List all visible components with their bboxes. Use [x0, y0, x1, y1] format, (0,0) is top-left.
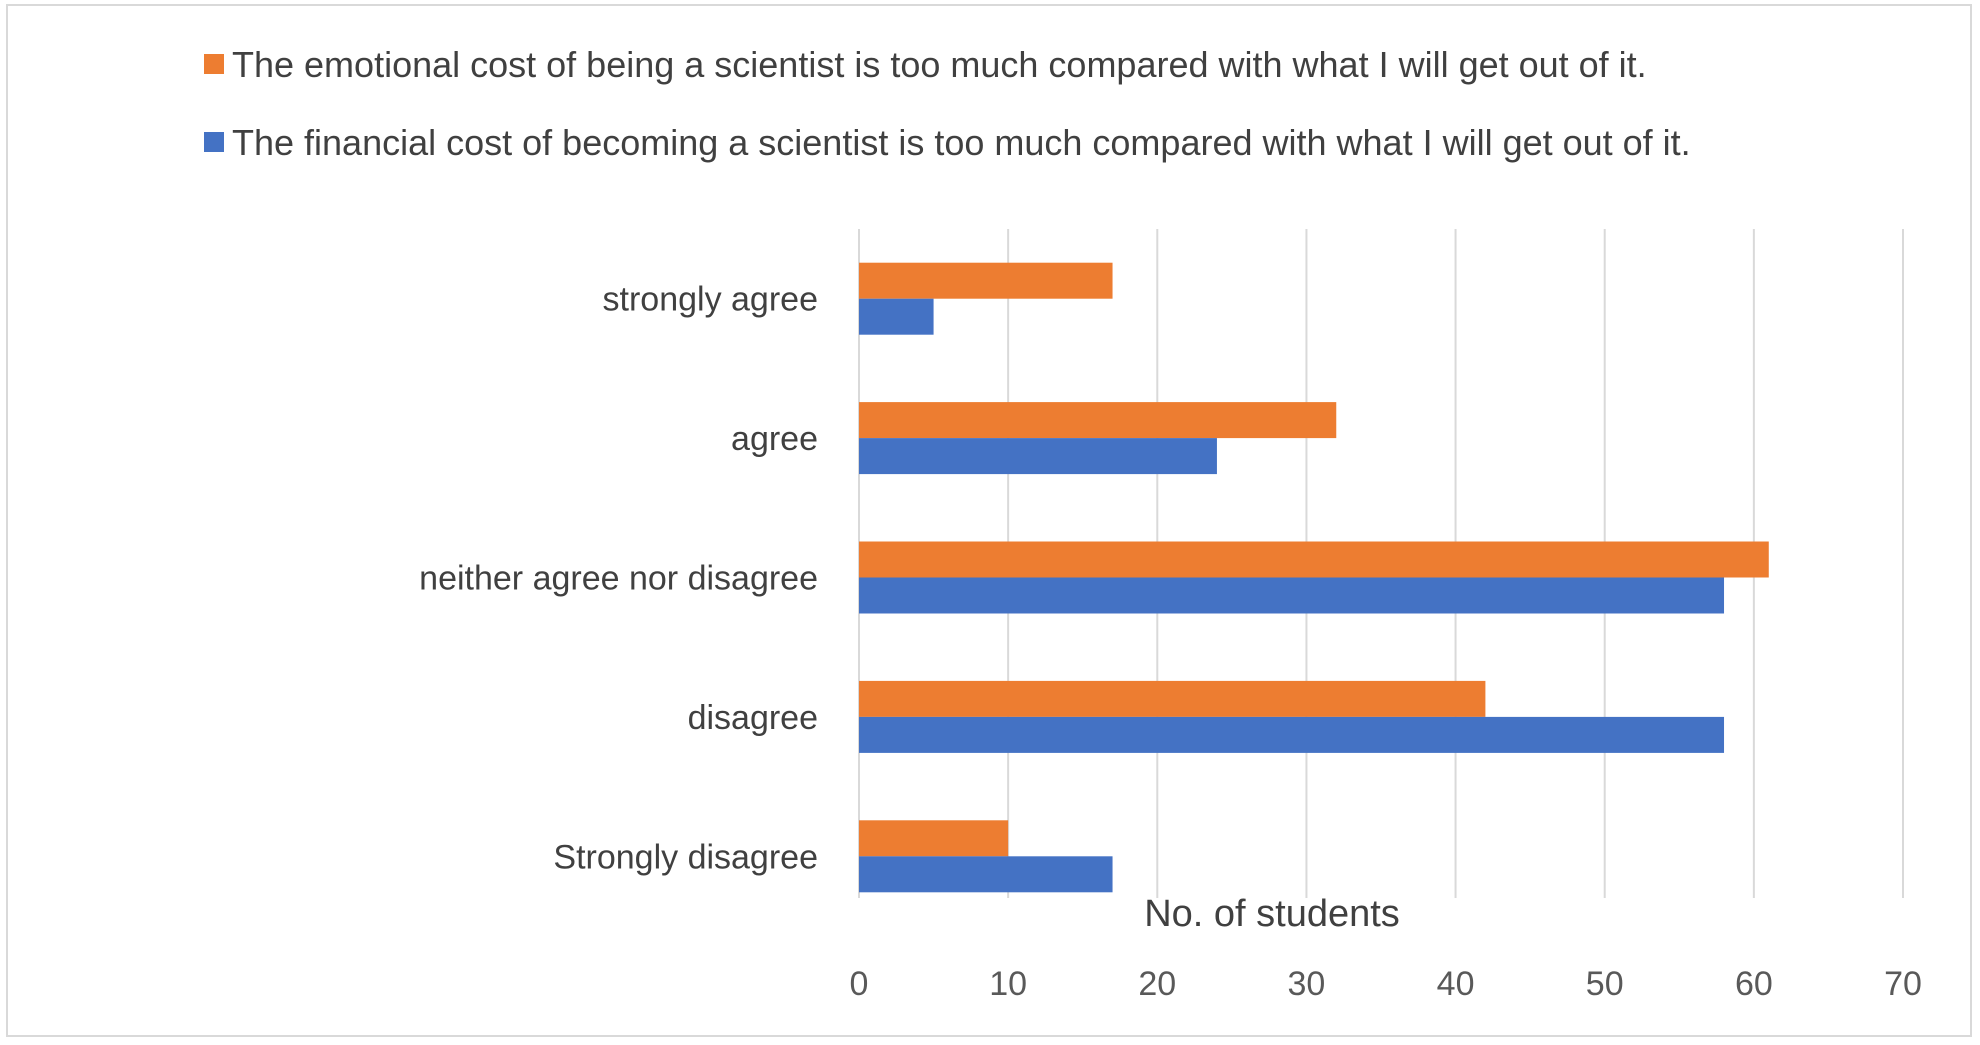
legend-label-financial: The financial cost of becoming a scienti… [232, 122, 1691, 163]
x-tick-label: 10 [989, 965, 1027, 1003]
category-label: neither agree nor disagree [419, 560, 818, 598]
bar-financial [859, 298, 934, 335]
x-tick-label: 0 [850, 965, 869, 1003]
bar-financial [859, 577, 1725, 614]
legend-swatch-orange [204, 54, 224, 75]
x-axis-title: No. of students [1144, 893, 1400, 935]
x-tick-label: 40 [1437, 965, 1475, 1003]
legend-label-emotional: The emotional cost of being a scientist … [232, 44, 1647, 85]
legend-swatch-blue [204, 132, 224, 153]
bar-emotional [859, 680, 1486, 717]
bar-financial [859, 438, 1217, 475]
bar-emotional [859, 820, 1009, 857]
bar-financial [859, 856, 1113, 893]
x-tick-label: 70 [1884, 965, 1922, 1003]
x-tick-label: 20 [1138, 965, 1176, 1003]
legend-item-emotional: The emotional cost of being a scientist … [204, 44, 1647, 86]
category-label: Strongly disagree [553, 838, 818, 876]
bar-financial [859, 716, 1725, 753]
bar-emotional [859, 402, 1337, 439]
x-tick-label: 30 [1288, 965, 1326, 1003]
category-label: disagree [688, 699, 818, 737]
category-labels: strongly agree agree neither agree nor dis… [419, 281, 818, 877]
category-label: strongly agree [603, 281, 818, 319]
bars [859, 262, 1769, 893]
x-tick-label: 50 [1586, 965, 1624, 1003]
x-tick-labels: 0 10 20 30 40 50 60 70 [850, 965, 1922, 1003]
bar-emotional [859, 262, 1113, 299]
legend-item-financial: The financial cost of becoming a scienti… [204, 122, 1691, 164]
bar-emotional [859, 541, 1769, 578]
category-label: agree [731, 420, 818, 458]
x-tick-label: 60 [1735, 965, 1773, 1003]
